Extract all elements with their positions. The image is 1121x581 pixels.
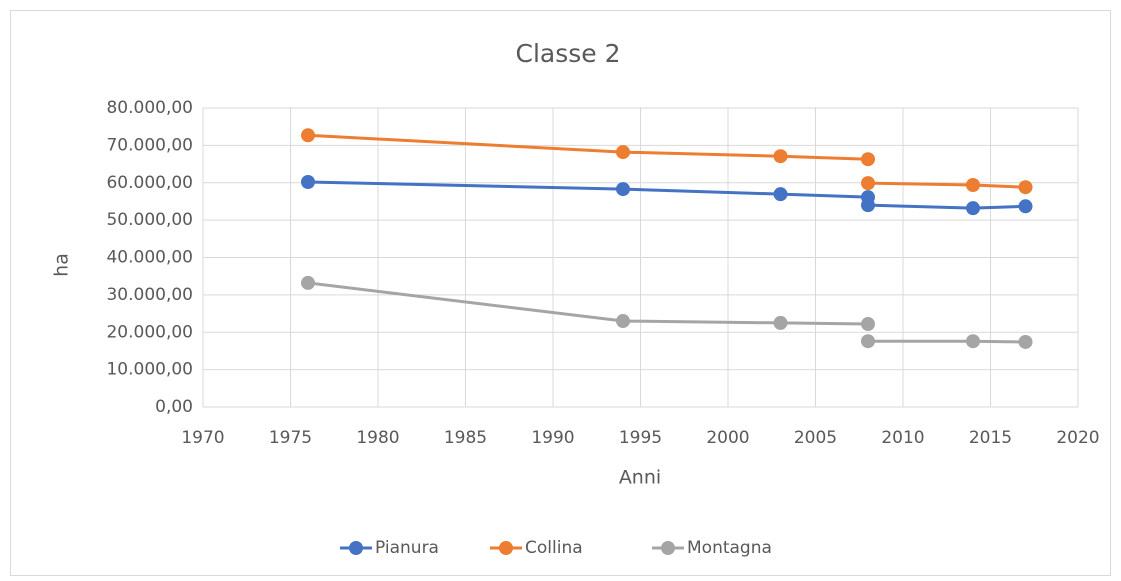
x-tick-label: 2000 [706, 428, 749, 448]
x-tick-label: 1975 [269, 428, 312, 448]
chart-title: Classe 2 [515, 39, 620, 68]
legend-label: Montagna [687, 538, 772, 558]
data-point [616, 145, 630, 160]
y-tick-label: 70.000,00 [106, 135, 193, 155]
x-tick-label: 2015 [969, 428, 1012, 448]
x-tick-label: 2020 [1056, 428, 1099, 448]
data-point [1018, 199, 1033, 214]
x-tick-label: 1990 [531, 428, 574, 448]
y-tick-label: 10.000,00 [106, 360, 193, 380]
y-tick-label: 50.000,00 [106, 210, 193, 230]
legend-label: Pianura [375, 538, 439, 558]
x-axis-label: Anni [619, 467, 661, 489]
y-tick-label: 30.000,00 [106, 285, 193, 305]
legend-marker [661, 541, 675, 555]
data-point [301, 175, 315, 190]
y-tick-label: 20.000,00 [106, 322, 193, 342]
y-tick-label: 60.000,00 [106, 173, 193, 193]
legend-label: Collina [525, 538, 583, 558]
x-tick-label: 1980 [356, 428, 399, 448]
data-point [966, 177, 980, 192]
x-tick-label: 2005 [794, 428, 837, 448]
data-point [861, 317, 875, 332]
x-tick-label: 1985 [444, 428, 487, 448]
y-tick-label: 80.000,00 [106, 98, 193, 118]
data-point [861, 334, 875, 349]
legend-marker [499, 541, 513, 555]
y-tick-label: 0,00 [155, 397, 193, 417]
data-point [1018, 180, 1033, 195]
data-point [773, 315, 788, 330]
data-point [301, 128, 315, 143]
y-axis-label: ha [51, 253, 73, 277]
data-point [773, 149, 788, 164]
data-point [1018, 334, 1033, 349]
data-point [861, 198, 875, 213]
y-tick-label: 40.000,00 [106, 248, 193, 268]
data-point [861, 176, 875, 191]
data-point [616, 314, 630, 329]
x-tick-label: 1995 [619, 428, 662, 448]
data-point [301, 275, 315, 290]
chart-frame [10, 10, 1111, 576]
x-tick-label: 2010 [881, 428, 924, 448]
legend-marker [349, 541, 363, 555]
data-point [616, 182, 630, 197]
data-point [966, 334, 980, 349]
data-point [861, 152, 875, 167]
x-tick-label: 1970 [181, 428, 224, 448]
data-point [966, 201, 980, 216]
data-point [773, 187, 788, 202]
